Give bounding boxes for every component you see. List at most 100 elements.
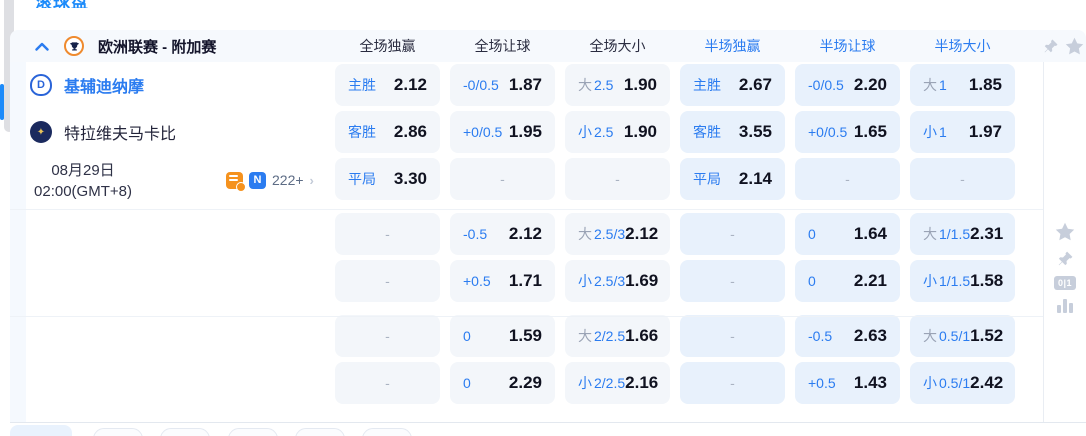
odds-cell[interactable]: - — [680, 315, 785, 357]
quick-bet-pill[interactable] — [295, 428, 345, 436]
scrollbar-thumb[interactable] — [4, 0, 14, 132]
odds-label: 大 0.5/1 — [923, 328, 971, 344]
column-header-fulltime-1x2: 全场独赢 — [359, 38, 416, 54]
odds-cell[interactable]: 客胜 3.55 — [680, 111, 785, 153]
pin-icon[interactable] — [1043, 38, 1059, 54]
odds-value: 2.16 — [625, 373, 659, 392]
odds-cell[interactable]: - — [910, 158, 1015, 200]
odds-dash: - — [730, 328, 735, 344]
odds-cell[interactable]: 小 1/1.5 1.58 — [910, 260, 1015, 302]
odds-cell[interactable]: 小 1 1.97 — [910, 111, 1015, 153]
odds-cell[interactable]: +0.5 1.43 — [795, 362, 900, 404]
floating-toolbar: 0|1 — [1050, 222, 1080, 313]
odds-cell[interactable]: -0/0.5 2.20 — [795, 64, 900, 106]
odds-cell[interactable]: - — [565, 158, 670, 200]
odds-cell[interactable]: 0 1.59 — [450, 315, 555, 357]
odds-block: -0 1.59 大 2/2.5 1.66- -0.5 2.63 大 0.5/1 1.52-0 2.2… — [335, 315, 1015, 404]
odds-cell[interactable]: 客胜 2.86 — [335, 111, 440, 153]
odds-cell[interactable]: -0.5 2.63 — [795, 315, 900, 357]
right-divider-line — [1043, 62, 1044, 436]
odds-dash: - — [960, 171, 965, 187]
odds-cell[interactable]: 0 2.29 — [450, 362, 555, 404]
odds-value: 2.86 — [393, 122, 427, 141]
odds-block: - -0.5 2.12 大 2.5/3 2.12-0 1.64 大 1/1.5 2.31- +0.5… — [335, 213, 1015, 302]
quick-bet-pill[interactable] — [228, 428, 278, 436]
odds-cell[interactable]: 0 1.64 — [795, 213, 900, 255]
stats-chart-tool-icon[interactable] — [1057, 299, 1073, 313]
odds-value: 1.85 — [968, 75, 1002, 94]
odds-cell[interactable]: 小 2.5 1.90 — [565, 111, 670, 153]
away-team-name: 特拉维夫马卡比 — [64, 126, 177, 143]
quick-bet-pill[interactable] — [160, 428, 210, 436]
over-under-prefix: 大 — [923, 77, 937, 93]
odds-cell[interactable]: 0 2.21 — [795, 260, 900, 302]
next-league-tab[interactable] — [10, 425, 72, 436]
odds-cell[interactable]: 大 2.5 1.90 — [565, 64, 670, 106]
odds-cell[interactable]: 小 2/2.5 2.16 — [565, 362, 670, 404]
odds-dash: - — [845, 171, 850, 187]
star-tool-icon[interactable] — [1055, 222, 1075, 241]
home-team-row[interactable]: D 基辅迪纳摩 — [30, 64, 144, 106]
pin-tool-icon[interactable] — [1057, 250, 1074, 267]
home-team-logo: D — [30, 74, 52, 96]
odds-cell[interactable]: - — [680, 362, 785, 404]
odds-value: 1.64 — [853, 224, 887, 243]
over-under-prefix: 大 — [578, 226, 592, 242]
over-under-prefix: 小 — [578, 375, 592, 391]
odds-cell[interactable]: 大 1/1.5 2.31 — [910, 213, 1015, 255]
away-team-row[interactable]: ✦ 特拉维夫马卡比 — [30, 111, 176, 153]
odds-cell[interactable]: 平局 3.30 — [335, 158, 440, 200]
odds-cell[interactable]: - — [680, 213, 785, 255]
odds-cell[interactable]: +0/0.5 1.95 — [450, 111, 555, 153]
live-score-tool-icon[interactable]: 0|1 — [1054, 276, 1076, 290]
block-divider — [10, 209, 1043, 210]
odds-cell[interactable]: 大 1 1.85 — [910, 64, 1015, 106]
odds-value: 2.29 — [508, 373, 542, 392]
odds-dash: - — [730, 273, 735, 289]
odds-cell[interactable]: +0.5 1.71 — [450, 260, 555, 302]
odds-label: 0 — [463, 328, 471, 344]
odds-cell[interactable]: 大 2.5/3 2.12 — [565, 213, 670, 255]
odds-cell[interactable]: 主胜 2.12 — [335, 64, 440, 106]
odds-value: 2.67 — [738, 75, 772, 94]
more-markets-link[interactable]: N 222+ › — [226, 170, 314, 192]
odds-cell[interactable]: 大 2/2.5 1.66 — [565, 315, 670, 357]
league-title: 欧洲联赛 - 附加赛 — [98, 38, 217, 56]
odds-cell[interactable]: -0.5 2.12 — [450, 213, 555, 255]
over-under-prefix: 小 — [578, 124, 592, 140]
favorite-star-icon[interactable] — [1065, 37, 1084, 55]
odds-cell[interactable]: - — [335, 362, 440, 404]
odds-value: 1.87 — [508, 75, 542, 94]
odds-value: 3.55 — [738, 122, 772, 141]
odds-row: -0 2.29 小 2/2.5 2.16- +0.5 1.43 小 0.5/1 2.42 — [335, 362, 1015, 404]
odds-cell[interactable]: - — [335, 213, 440, 255]
odds-cell[interactable]: 主胜 2.67 — [680, 64, 785, 106]
odds-value: 1.95 — [508, 122, 542, 141]
odds-cell[interactable]: 小 2.5/3 1.69 — [565, 260, 670, 302]
quick-bet-pill[interactable] — [93, 428, 143, 436]
match-time: 02:00(GMT+8) — [34, 183, 132, 200]
odds-label: 主胜 — [348, 77, 376, 93]
odds-cell[interactable]: 大 0.5/1 1.52 — [910, 315, 1015, 357]
odds-cell[interactable]: 平局 2.14 — [680, 158, 785, 200]
odds-dash: - — [615, 171, 620, 187]
odds-label: +0.5 — [463, 273, 491, 289]
odds-cell[interactable]: - — [450, 158, 555, 200]
odds-value: 2.12 — [625, 224, 659, 243]
away-team-logo: ✦ — [30, 121, 52, 143]
quick-bet-pill[interactable] — [362, 428, 412, 436]
odds-cell[interactable]: - — [680, 260, 785, 302]
odds-cell[interactable]: +0/0.5 1.65 — [795, 111, 900, 153]
odds-cell[interactable]: - — [795, 158, 900, 200]
odds-cell[interactable]: - — [335, 260, 440, 302]
odds-cell[interactable]: -0/0.5 1.87 — [450, 64, 555, 106]
match-datetime: 08月29日 02:00(GMT+8) — [18, 160, 148, 202]
column-header-halftime-overunder: 半场大小 — [934, 38, 991, 54]
odds-cell[interactable]: 小 0.5/1 2.42 — [910, 362, 1015, 404]
odds-value: 1.66 — [625, 326, 659, 345]
odds-value: 2.63 — [853, 326, 887, 345]
odds-value: 2.31 — [970, 224, 1004, 243]
odds-cell[interactable]: - — [335, 315, 440, 357]
collapse-chevron-icon[interactable] — [34, 38, 50, 54]
